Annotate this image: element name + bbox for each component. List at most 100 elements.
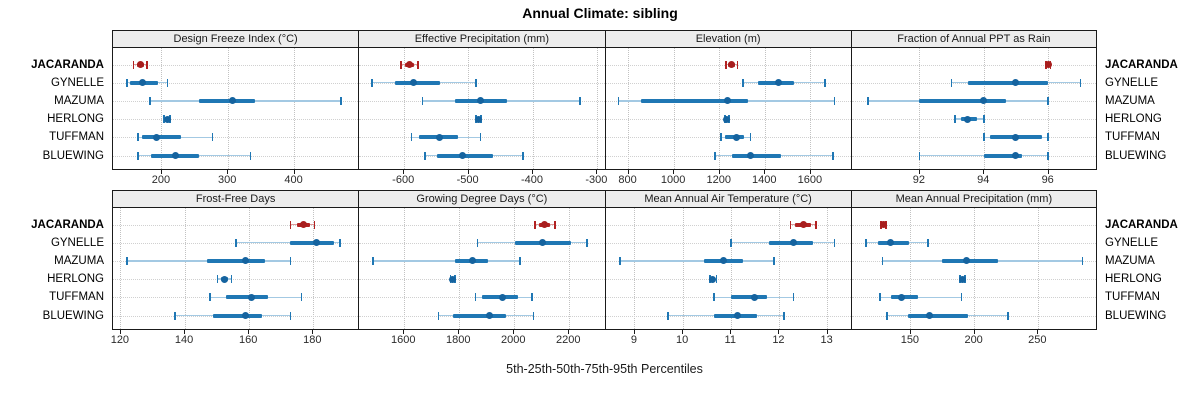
whisker-cap-gynelle bbox=[824, 78, 826, 87]
axis-tick-label: 1600 bbox=[797, 174, 823, 186]
median-dot-bluewing bbox=[171, 152, 179, 159]
whisker-cap-tuffman bbox=[300, 293, 303, 302]
axis-tick-label: 11 bbox=[724, 334, 736, 346]
whisker-cap-tuffman bbox=[713, 293, 715, 302]
gridline-x bbox=[1048, 48, 1050, 169]
panel-strip-growing-degree-days-c: Growing Degree Days (°C) bbox=[358, 190, 605, 208]
gridline-x bbox=[468, 48, 470, 169]
median-dot-gynelle bbox=[1012, 79, 1020, 87]
whisker-cap-mazuma bbox=[289, 256, 292, 265]
whisker-cap-tuffman bbox=[474, 293, 477, 302]
panel-body-elevation-m bbox=[604, 48, 851, 170]
row-label-left-jacaranda: JACARANDA bbox=[31, 58, 104, 71]
whisker-cap-gynelle bbox=[865, 238, 867, 247]
median-dot-jacaranda bbox=[541, 221, 549, 228]
axis-tick bbox=[633, 330, 635, 334]
whisker-cap-tuffman bbox=[531, 293, 533, 302]
median-dot-mazuma bbox=[962, 257, 970, 265]
panel-mean-annual-precipitation-mm: Mean Annual Precipitation (mm) 150 200 250 bbox=[850, 190, 1097, 350]
gridline-x bbox=[403, 48, 405, 169]
axis-tick-label: 12 bbox=[772, 334, 785, 346]
gridline-y bbox=[359, 64, 605, 66]
gridline-x bbox=[827, 208, 829, 329]
axis-tick-label: -400 bbox=[520, 174, 544, 186]
whisker-cap-jacaranda bbox=[725, 60, 727, 69]
whisker-cap-bluewing bbox=[783, 311, 785, 320]
whisker-cap-tuffman bbox=[479, 133, 482, 142]
row-label-left-herlong: HERLONG bbox=[47, 113, 104, 126]
whisker-cap-herlong bbox=[230, 275, 233, 284]
axis-tick-label: 13 bbox=[820, 334, 833, 346]
median-dot-mazuma bbox=[241, 257, 249, 265]
whisker-cap-tuffman bbox=[879, 293, 881, 302]
gridline-y bbox=[851, 137, 1096, 139]
median-dot-bluewing bbox=[241, 312, 249, 319]
iqr-bar-bluewing bbox=[983, 153, 1023, 158]
gridline-y bbox=[113, 82, 359, 84]
iqr-bar-gynelle bbox=[967, 80, 1049, 85]
whisker-cap-bluewing bbox=[522, 151, 524, 160]
axis-tick-label: 250 bbox=[1028, 334, 1047, 346]
median-dot-herlong bbox=[709, 275, 717, 283]
axis-tick-label: 300 bbox=[218, 174, 237, 186]
row-label-right-gynelle: GYNELLE bbox=[1105, 236, 1159, 249]
gridline-y bbox=[605, 82, 851, 84]
whisker-cap-bluewing bbox=[667, 311, 669, 320]
median-dot-herlong bbox=[964, 115, 972, 123]
panel-strip-fraction-of-annual-ppt-as-rain: Fraction of Annual PPT as Rain bbox=[850, 30, 1097, 48]
row-label-left-tuffman: TUFFMAN bbox=[49, 131, 104, 144]
panel-fraction-of-annual-ppt-as-rain: Fraction of Annual PPT as Rain 92 94 96 bbox=[850, 30, 1097, 190]
gridline-y bbox=[359, 224, 605, 226]
whisker-cap-tuffman bbox=[209, 293, 211, 302]
gridline-x bbox=[974, 208, 976, 329]
row-label-left-mazuma: MAZUMA bbox=[54, 254, 104, 267]
whisker-cap-mazuma bbox=[340, 96, 342, 105]
gridline-x bbox=[248, 208, 250, 329]
iqr-bar-mazuma bbox=[198, 98, 255, 103]
gridline-x bbox=[458, 208, 460, 329]
panel-strip-effective-precipitation-mm: Effective Precipitation (mm) bbox=[358, 30, 605, 48]
gridline-y bbox=[359, 82, 605, 84]
whisker-cap-jacaranda bbox=[534, 220, 536, 229]
gridline-x bbox=[294, 48, 296, 169]
gridline-x bbox=[719, 48, 721, 169]
panel-body-mean-annual-air-temperature-c bbox=[604, 208, 851, 330]
whisker-cap-mazuma bbox=[619, 256, 621, 265]
median-dot-tuffman bbox=[153, 133, 161, 141]
panel-body-effective-precipitation-mm bbox=[358, 48, 605, 170]
panel-design-freeze-index-c: Design Freeze Index (°C) 200 300 400 bbox=[112, 30, 359, 190]
median-dot-bluewing bbox=[458, 152, 466, 159]
whisker-cap-jacaranda bbox=[815, 220, 817, 229]
axis-tick-label: 150 bbox=[900, 334, 920, 346]
axis-tick-label: 180 bbox=[303, 334, 322, 346]
row-label-right-tuffman: TUFFMAN bbox=[1105, 131, 1160, 144]
axis-tick-label: 120 bbox=[110, 334, 130, 346]
percentiles-axis-caption: 5th-25th-50th-75th-95th Percentiles bbox=[506, 362, 703, 376]
whisker-cap-mazuma bbox=[773, 256, 775, 265]
median-dot-bluewing bbox=[734, 312, 742, 319]
row-label-left-mazuma: MAZUMA bbox=[54, 94, 104, 107]
axis-tick bbox=[596, 170, 598, 174]
gridline-y bbox=[359, 137, 605, 139]
whisker-cap-gynelle bbox=[476, 238, 479, 247]
panel-mean-annual-air-temperature-c: Mean Annual Air Temperature (°C) 9 10 11 12 1… bbox=[604, 190, 851, 350]
whisker-cap-herlong bbox=[983, 115, 985, 124]
axis-tick bbox=[778, 330, 780, 334]
iqr-bar-bluewing bbox=[213, 313, 262, 318]
whisker-cap-tuffman bbox=[960, 293, 963, 302]
whisker-cap-mazuma bbox=[833, 96, 836, 105]
whisker-gynelle bbox=[235, 241, 341, 244]
axis-tick bbox=[826, 330, 828, 334]
whisker-cap-bluewing bbox=[918, 151, 921, 160]
gridline-x bbox=[568, 208, 570, 329]
gridline-x bbox=[673, 48, 675, 169]
gridline-x bbox=[513, 208, 515, 329]
median-dot-jacaranda bbox=[1044, 61, 1052, 68]
panel-frost-free-days: Frost-Free Days 120 140 160 180 bbox=[110, 190, 359, 350]
median-dot-tuffman bbox=[498, 293, 506, 301]
whisker-cap-mazuma bbox=[126, 256, 128, 265]
axis-tick-label: 9 bbox=[630, 334, 637, 346]
panel-elevation-m: Elevation (m) 800 1000 1200 1400 1600 bbox=[604, 30, 851, 190]
gridline-x bbox=[312, 208, 314, 329]
median-dot-gynelle bbox=[539, 239, 547, 247]
